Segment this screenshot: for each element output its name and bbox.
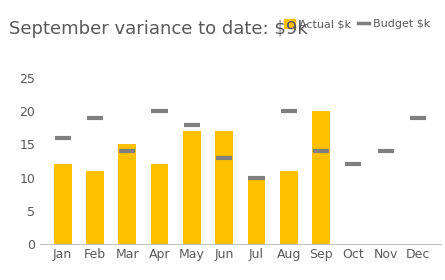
Bar <box>247 178 265 244</box>
Bar <box>54 164 72 244</box>
Bar <box>151 164 169 244</box>
Bar <box>118 144 136 244</box>
Legend: Actual $k, Budget $k: Actual $k, Budget $k <box>279 15 435 34</box>
Bar <box>280 171 298 244</box>
Bar <box>312 111 330 244</box>
Text: September variance to date: $9k: September variance to date: $9k <box>9 20 307 38</box>
Bar <box>86 171 104 244</box>
Bar <box>215 131 233 244</box>
Bar <box>183 131 201 244</box>
